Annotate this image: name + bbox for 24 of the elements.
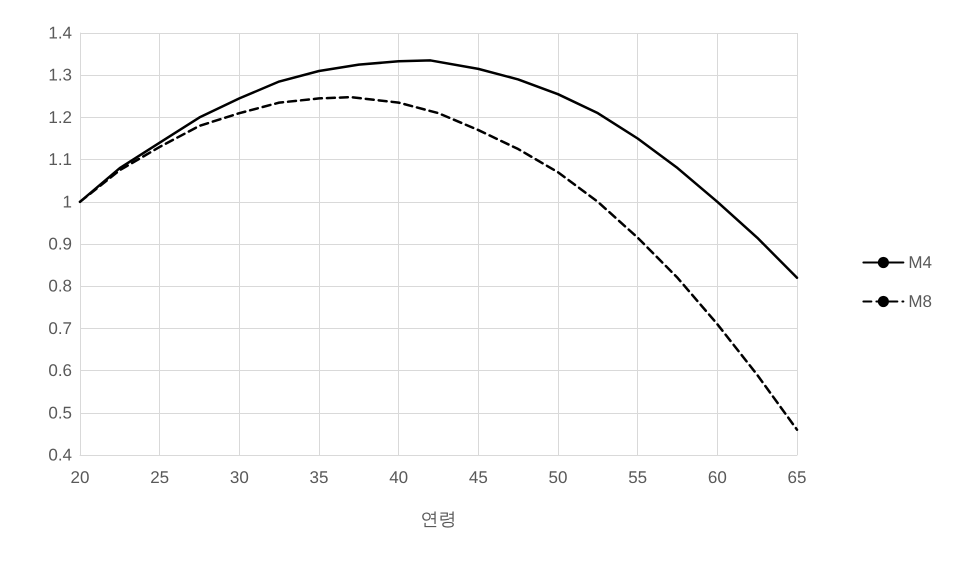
y-tick-label: 1.3: [48, 66, 72, 85]
y-tick-label: 0.8: [48, 276, 72, 296]
y-tick-label: 1: [62, 192, 72, 212]
x-tick-label: 25: [150, 468, 170, 487]
x-tick-label: 30: [230, 468, 249, 487]
x-tick-label: 40: [389, 468, 408, 487]
x-tick-label: 60: [708, 468, 727, 487]
x-tick-label: 45: [468, 468, 488, 487]
legend-label: M8: [908, 292, 932, 311]
x-tick-label: 20: [70, 468, 90, 487]
x-tick-label: 50: [548, 468, 568, 487]
y-tick-label: 0.7: [48, 318, 72, 338]
y-tick-label: 1.1: [48, 150, 72, 170]
y-tick-label: 0.5: [48, 403, 72, 422]
x-axis-title: 연령: [420, 509, 456, 529]
x-tick-label: 35: [310, 468, 328, 487]
x-tick-label: 65: [788, 468, 806, 487]
y-tick-label: 1.2: [48, 108, 72, 127]
y-tick-label: 0.6: [48, 361, 72, 380]
y-tick-label: 0.9: [48, 234, 72, 254]
y-tick-label: 0.4: [48, 446, 72, 464]
legend-label: M4: [908, 253, 932, 272]
x-tick-label: 55: [628, 468, 648, 487]
y-tick-label: 1.4: [48, 24, 72, 42]
